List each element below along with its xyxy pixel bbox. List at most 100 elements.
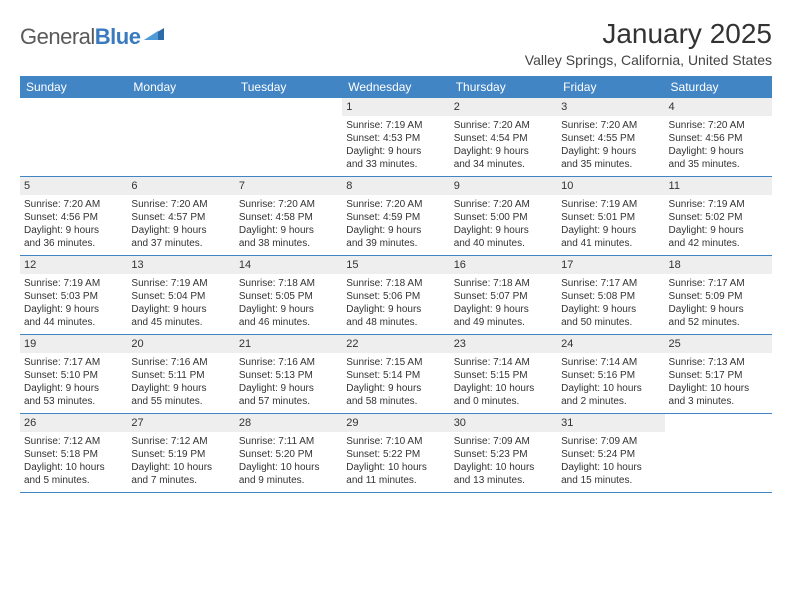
day-body: Sunrise: 7:09 AMSunset: 5:24 PMDaylight:… <box>557 432 664 491</box>
sunrise-text: Sunrise: 7:19 AM <box>131 277 230 290</box>
day-cell <box>127 98 234 176</box>
day-number: 14 <box>235 256 342 274</box>
day-body: Sunrise: 7:19 AMSunset: 5:03 PMDaylight:… <box>20 274 127 333</box>
day-number: 28 <box>235 414 342 432</box>
day-number: 12 <box>20 256 127 274</box>
day-cell: 3Sunrise: 7:20 AMSunset: 4:55 PMDaylight… <box>557 98 664 176</box>
day-number: 23 <box>450 335 557 353</box>
daylight-text-2: and 5 minutes. <box>24 474 123 487</box>
week-row: 5Sunrise: 7:20 AMSunset: 4:56 PMDaylight… <box>20 177 772 256</box>
daylight-text-2: and 38 minutes. <box>239 237 338 250</box>
day-cell: 17Sunrise: 7:17 AMSunset: 5:08 PMDayligh… <box>557 256 664 334</box>
day-body: Sunrise: 7:16 AMSunset: 5:11 PMDaylight:… <box>127 353 234 412</box>
day-body: Sunrise: 7:17 AMSunset: 5:09 PMDaylight:… <box>665 274 772 333</box>
day-cell: 6Sunrise: 7:20 AMSunset: 4:57 PMDaylight… <box>127 177 234 255</box>
logo: GeneralBlue <box>20 18 166 50</box>
day-body: Sunrise: 7:20 AMSunset: 4:56 PMDaylight:… <box>20 195 127 254</box>
weekday-header: Monday <box>127 76 234 98</box>
sunset-text: Sunset: 4:53 PM <box>346 132 445 145</box>
daylight-text-2: and 53 minutes. <box>24 395 123 408</box>
sunrise-text: Sunrise: 7:17 AM <box>24 356 123 369</box>
sunrise-text: Sunrise: 7:18 AM <box>346 277 445 290</box>
calendar: Sunday Monday Tuesday Wednesday Thursday… <box>20 76 772 493</box>
sunset-text: Sunset: 5:16 PM <box>561 369 660 382</box>
daylight-text-2: and 45 minutes. <box>131 316 230 329</box>
day-number: 2 <box>450 98 557 116</box>
weekday-header-row: Sunday Monday Tuesday Wednesday Thursday… <box>20 76 772 98</box>
day-cell: 20Sunrise: 7:16 AMSunset: 5:11 PMDayligh… <box>127 335 234 413</box>
daylight-text-2: and 3 minutes. <box>669 395 768 408</box>
sunrise-text: Sunrise: 7:11 AM <box>239 435 338 448</box>
day-body: Sunrise: 7:20 AMSunset: 4:57 PMDaylight:… <box>127 195 234 254</box>
day-body: Sunrise: 7:20 AMSunset: 4:55 PMDaylight:… <box>557 116 664 175</box>
sunrise-text: Sunrise: 7:16 AM <box>131 356 230 369</box>
daylight-text-1: Daylight: 9 hours <box>346 303 445 316</box>
day-body: Sunrise: 7:15 AMSunset: 5:14 PMDaylight:… <box>342 353 449 412</box>
daylight-text-1: Daylight: 9 hours <box>561 145 660 158</box>
sunset-text: Sunset: 5:20 PM <box>239 448 338 461</box>
week-row: 1Sunrise: 7:19 AMSunset: 4:53 PMDaylight… <box>20 98 772 177</box>
sunset-text: Sunset: 5:18 PM <box>24 448 123 461</box>
daylight-text-2: and 11 minutes. <box>346 474 445 487</box>
day-number: 21 <box>235 335 342 353</box>
sunset-text: Sunset: 5:24 PM <box>561 448 660 461</box>
sunrise-text: Sunrise: 7:14 AM <box>454 356 553 369</box>
day-number: 10 <box>557 177 664 195</box>
daylight-text-1: Daylight: 9 hours <box>669 303 768 316</box>
day-body: Sunrise: 7:14 AMSunset: 5:15 PMDaylight:… <box>450 353 557 412</box>
day-cell: 15Sunrise: 7:18 AMSunset: 5:06 PMDayligh… <box>342 256 449 334</box>
daylight-text-2: and 52 minutes. <box>669 316 768 329</box>
daylight-text-1: Daylight: 9 hours <box>346 224 445 237</box>
weekday-header: Tuesday <box>235 76 342 98</box>
day-number: 7 <box>235 177 342 195</box>
day-number: 17 <box>557 256 664 274</box>
logo-text-gray: General <box>20 24 95 49</box>
weekday-header: Friday <box>557 76 664 98</box>
day-body: Sunrise: 7:19 AMSunset: 5:02 PMDaylight:… <box>665 195 772 254</box>
day-cell: 18Sunrise: 7:17 AMSunset: 5:09 PMDayligh… <box>665 256 772 334</box>
sunset-text: Sunset: 5:00 PM <box>454 211 553 224</box>
sunrise-text: Sunrise: 7:20 AM <box>131 198 230 211</box>
day-cell: 26Sunrise: 7:12 AMSunset: 5:18 PMDayligh… <box>20 414 127 492</box>
daylight-text-1: Daylight: 10 hours <box>561 382 660 395</box>
day-number: 15 <box>342 256 449 274</box>
sunrise-text: Sunrise: 7:09 AM <box>454 435 553 448</box>
day-cell: 5Sunrise: 7:20 AMSunset: 4:56 PMDaylight… <box>20 177 127 255</box>
day-body: Sunrise: 7:19 AMSunset: 5:04 PMDaylight:… <box>127 274 234 333</box>
day-cell <box>20 98 127 176</box>
daylight-text-1: Daylight: 9 hours <box>454 224 553 237</box>
sunset-text: Sunset: 5:02 PM <box>669 211 768 224</box>
sunrise-text: Sunrise: 7:17 AM <box>669 277 768 290</box>
sunset-text: Sunset: 4:56 PM <box>669 132 768 145</box>
sunset-text: Sunset: 4:56 PM <box>24 211 123 224</box>
sunrise-text: Sunrise: 7:10 AM <box>346 435 445 448</box>
sunset-text: Sunset: 5:23 PM <box>454 448 553 461</box>
daylight-text-1: Daylight: 9 hours <box>669 224 768 237</box>
sunrise-text: Sunrise: 7:20 AM <box>346 198 445 211</box>
day-body: Sunrise: 7:19 AMSunset: 5:01 PMDaylight:… <box>557 195 664 254</box>
day-cell: 19Sunrise: 7:17 AMSunset: 5:10 PMDayligh… <box>20 335 127 413</box>
day-cell: 10Sunrise: 7:19 AMSunset: 5:01 PMDayligh… <box>557 177 664 255</box>
sunrise-text: Sunrise: 7:20 AM <box>561 119 660 132</box>
day-cell: 27Sunrise: 7:12 AMSunset: 5:19 PMDayligh… <box>127 414 234 492</box>
daylight-text-1: Daylight: 9 hours <box>24 224 123 237</box>
day-cell: 30Sunrise: 7:09 AMSunset: 5:23 PMDayligh… <box>450 414 557 492</box>
day-cell: 31Sunrise: 7:09 AMSunset: 5:24 PMDayligh… <box>557 414 664 492</box>
day-number: 18 <box>665 256 772 274</box>
logo-triangle-icon <box>144 26 166 47</box>
day-body: Sunrise: 7:16 AMSunset: 5:13 PMDaylight:… <box>235 353 342 412</box>
day-cell <box>665 414 772 492</box>
daylight-text-1: Daylight: 10 hours <box>346 461 445 474</box>
sunset-text: Sunset: 5:10 PM <box>24 369 123 382</box>
day-body: Sunrise: 7:17 AMSunset: 5:10 PMDaylight:… <box>20 353 127 412</box>
sunset-text: Sunset: 5:14 PM <box>346 369 445 382</box>
day-number: 20 <box>127 335 234 353</box>
daylight-text-1: Daylight: 10 hours <box>454 461 553 474</box>
sunset-text: Sunset: 5:08 PM <box>561 290 660 303</box>
day-cell <box>235 98 342 176</box>
sunrise-text: Sunrise: 7:19 AM <box>669 198 768 211</box>
sunset-text: Sunset: 4:58 PM <box>239 211 338 224</box>
day-number: 8 <box>342 177 449 195</box>
sunrise-text: Sunrise: 7:20 AM <box>239 198 338 211</box>
daylight-text-2: and 49 minutes. <box>454 316 553 329</box>
